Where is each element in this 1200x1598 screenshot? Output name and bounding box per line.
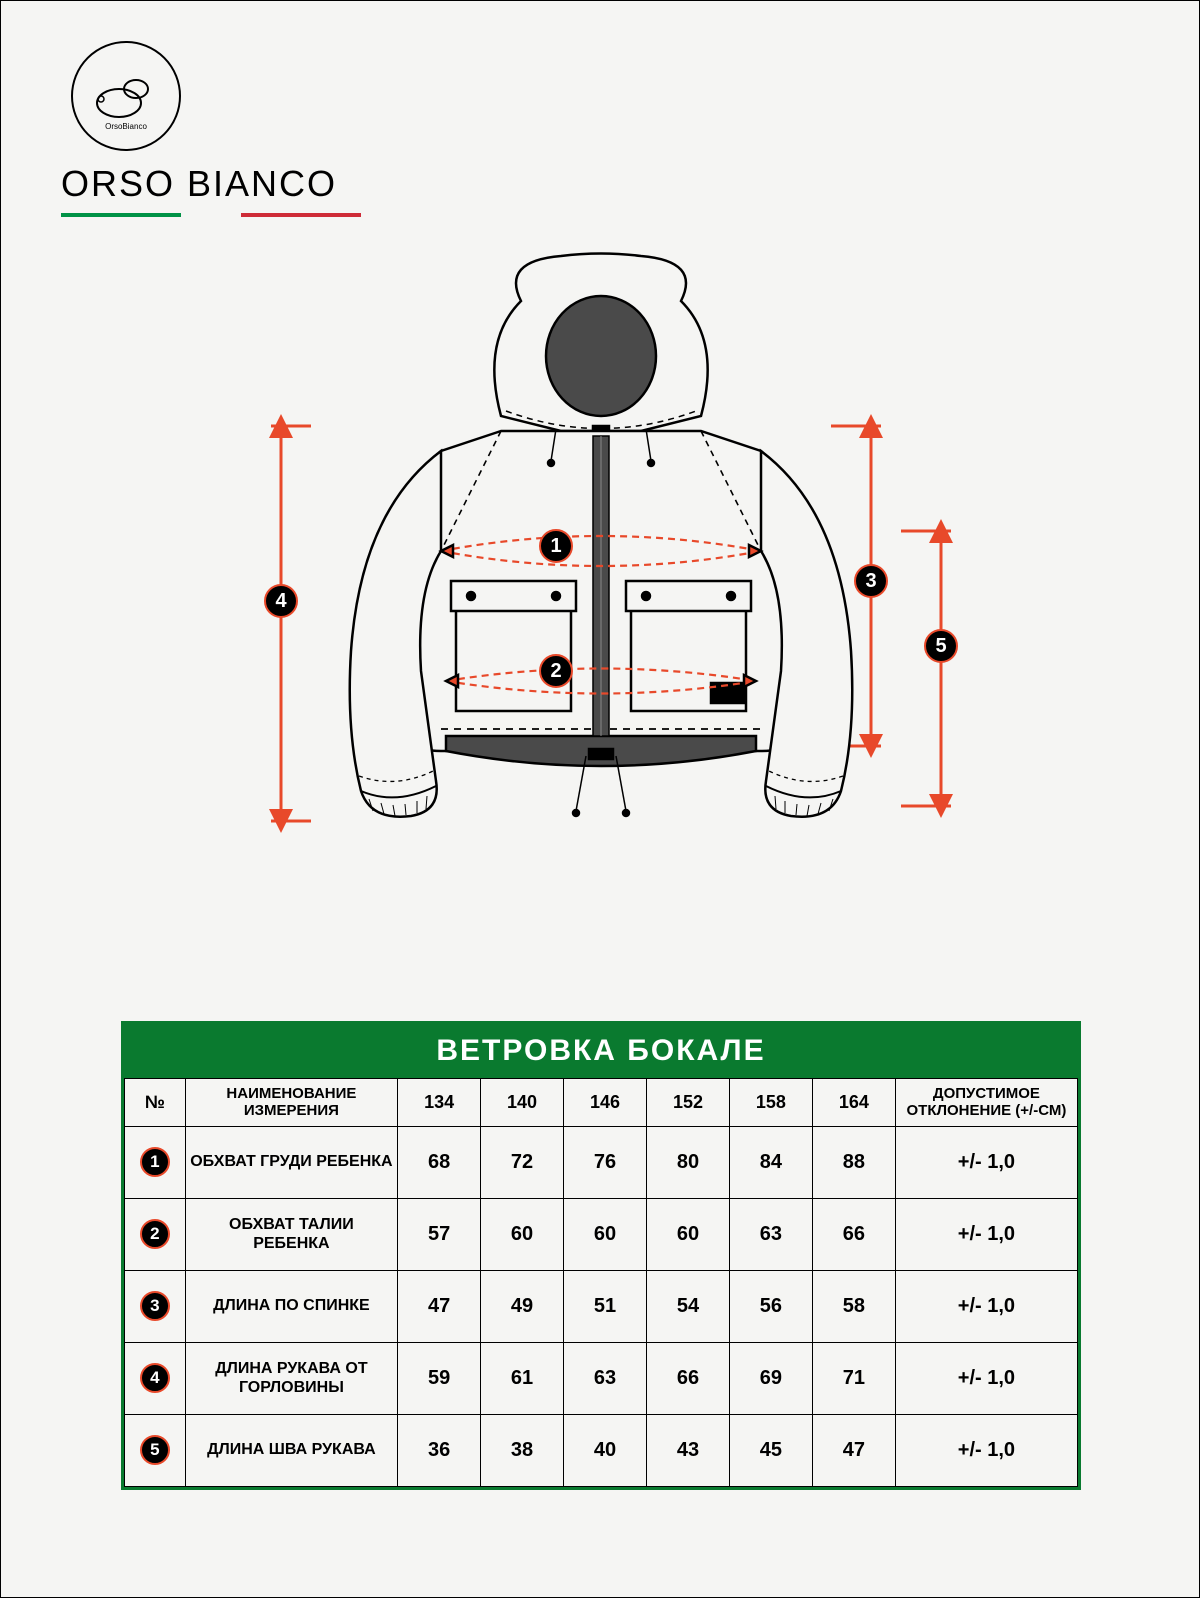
measurement-value: 60 [564,1198,647,1270]
tolerance-value: +/- 1,0 [895,1414,1077,1486]
table-row: 4 ДЛИНА РУКАВА ОТ ГОРЛОВИНЫ596163666971+/… [125,1342,1078,1414]
measurement-value: 49 [481,1270,564,1342]
measurement-value: 47 [398,1270,481,1342]
brand-name: ORSO BIANCO [61,163,361,205]
measurement-marker-2: 2 [539,654,573,688]
measurement-name: ОБХВАТ ТАЛИИ РЕБЕНКА [185,1198,397,1270]
tolerance-value: +/- 1,0 [895,1126,1077,1198]
measurement-value: 68 [398,1126,481,1198]
measurement-value: 47 [812,1414,895,1486]
measurement-name: ОБХВАТ ГРУДИ РЕБЕНКА [185,1126,397,1198]
col-header-size: 164 [812,1079,895,1127]
italian-flag-stripes [61,213,361,217]
size-chart-title: ВЕТРОВКА БОКАЛЕ [124,1024,1078,1078]
measurement-value: 54 [646,1270,729,1342]
measurement-value: 63 [564,1342,647,1414]
tolerance-value: +/- 1,0 [895,1342,1077,1414]
stripe-green [61,213,181,217]
logo-text: OrsoBianco [105,122,147,131]
measurement-value: 57 [398,1198,481,1270]
table-row: 1 ОБХВАТ ГРУДИ РЕБЕНКА687276808488+/- 1,0 [125,1126,1078,1198]
col-header-size: 152 [646,1079,729,1127]
measurement-value: 84 [729,1126,812,1198]
row-marker-cell: 5 [125,1414,186,1486]
measurement-value: 80 [646,1126,729,1198]
row-marker-1: 1 [140,1147,170,1177]
row-marker-3: 3 [140,1291,170,1321]
measurement-marker-1: 1 [539,529,573,563]
row-marker-2: 2 [140,1219,170,1249]
tolerance-value: +/- 1,0 [895,1270,1077,1342]
measurement-value: 56 [729,1270,812,1342]
measurement-value: 69 [729,1342,812,1414]
measurement-name: ДЛИНА ШВА РУКАВА [185,1414,397,1486]
col-header-size: 146 [564,1079,647,1127]
measurement-value: 76 [564,1126,647,1198]
col-header-size: 140 [481,1079,564,1127]
measurement-value: 38 [481,1414,564,1486]
col-header-size: 158 [729,1079,812,1127]
brand-header: OrsoBianco ORSO BIANCO [61,41,361,217]
col-header-num: № [125,1079,186,1127]
svg-text:orso: orso [718,689,738,700]
table-row: 2ОБХВАТ ТАЛИИ РЕБЕНКА576060606366+/- 1,0 [125,1198,1078,1270]
brand-logo-icon: OrsoBianco [71,41,181,151]
tolerance-value: +/- 1,0 [895,1198,1077,1270]
row-marker-cell: 2 [125,1198,186,1270]
measurement-value: 60 [481,1198,564,1270]
table-header-row: № НАИМЕНОВАНИЕ ИЗМЕРЕНИЯ 134 140 146 152… [125,1079,1078,1127]
table-row: 3 ДЛИНА ПО СПИНКЕ474951545658+/- 1,0 [125,1270,1078,1342]
stripe-red [241,213,361,217]
row-marker-4: 4 [140,1363,170,1393]
measurement-value: 59 [398,1342,481,1414]
col-header-tolerance: ДОПУСТИМОЕ ОТКЛОНЕНИЕ (+/-СМ) [895,1079,1077,1127]
measurement-value: 71 [812,1342,895,1414]
measurement-marker-3: 3 [854,564,888,598]
row-marker-cell: 3 [125,1270,186,1342]
measurement-value: 66 [812,1198,895,1270]
measurement-value: 72 [481,1126,564,1198]
measurement-marker-5: 5 [924,629,958,663]
measurement-value: 51 [564,1270,647,1342]
row-marker-cell: 1 [125,1126,186,1198]
measurement-value: 60 [646,1198,729,1270]
row-marker-5: 5 [140,1435,170,1465]
measurement-value: 45 [729,1414,812,1486]
measurement-value: 58 [812,1270,895,1342]
size-table: № НАИМЕНОВАНИЕ ИЗМЕРЕНИЯ 134 140 146 152… [124,1078,1078,1487]
measurement-value: 43 [646,1414,729,1486]
measurement-value: 88 [812,1126,895,1198]
jacket-sketch: orso [350,254,853,817]
col-header-size: 134 [398,1079,481,1127]
measurement-value: 63 [729,1198,812,1270]
table-row: 5 ДЛИНА ШВА РУКАВА363840434547+/- 1,0 [125,1414,1078,1486]
measurement-value: 61 [481,1342,564,1414]
measurement-value: 40 [564,1414,647,1486]
col-header-name: НАИМЕНОВАНИЕ ИЗМЕРЕНИЯ [185,1079,397,1127]
jacket-diagram: orso [1,251,1200,931]
measurement-name: ДЛИНА РУКАВА ОТ ГОРЛОВИНЫ [185,1342,397,1414]
measurement-marker-4: 4 [264,584,298,618]
measurement-value: 36 [398,1414,481,1486]
row-marker-cell: 4 [125,1342,186,1414]
measurement-value: 66 [646,1342,729,1414]
measurement-name: ДЛИНА ПО СПИНКЕ [185,1270,397,1342]
size-chart: ВЕТРОВКА БОКАЛЕ № НАИМЕНОВАНИЕ ИЗМЕРЕНИЯ… [121,1021,1081,1490]
